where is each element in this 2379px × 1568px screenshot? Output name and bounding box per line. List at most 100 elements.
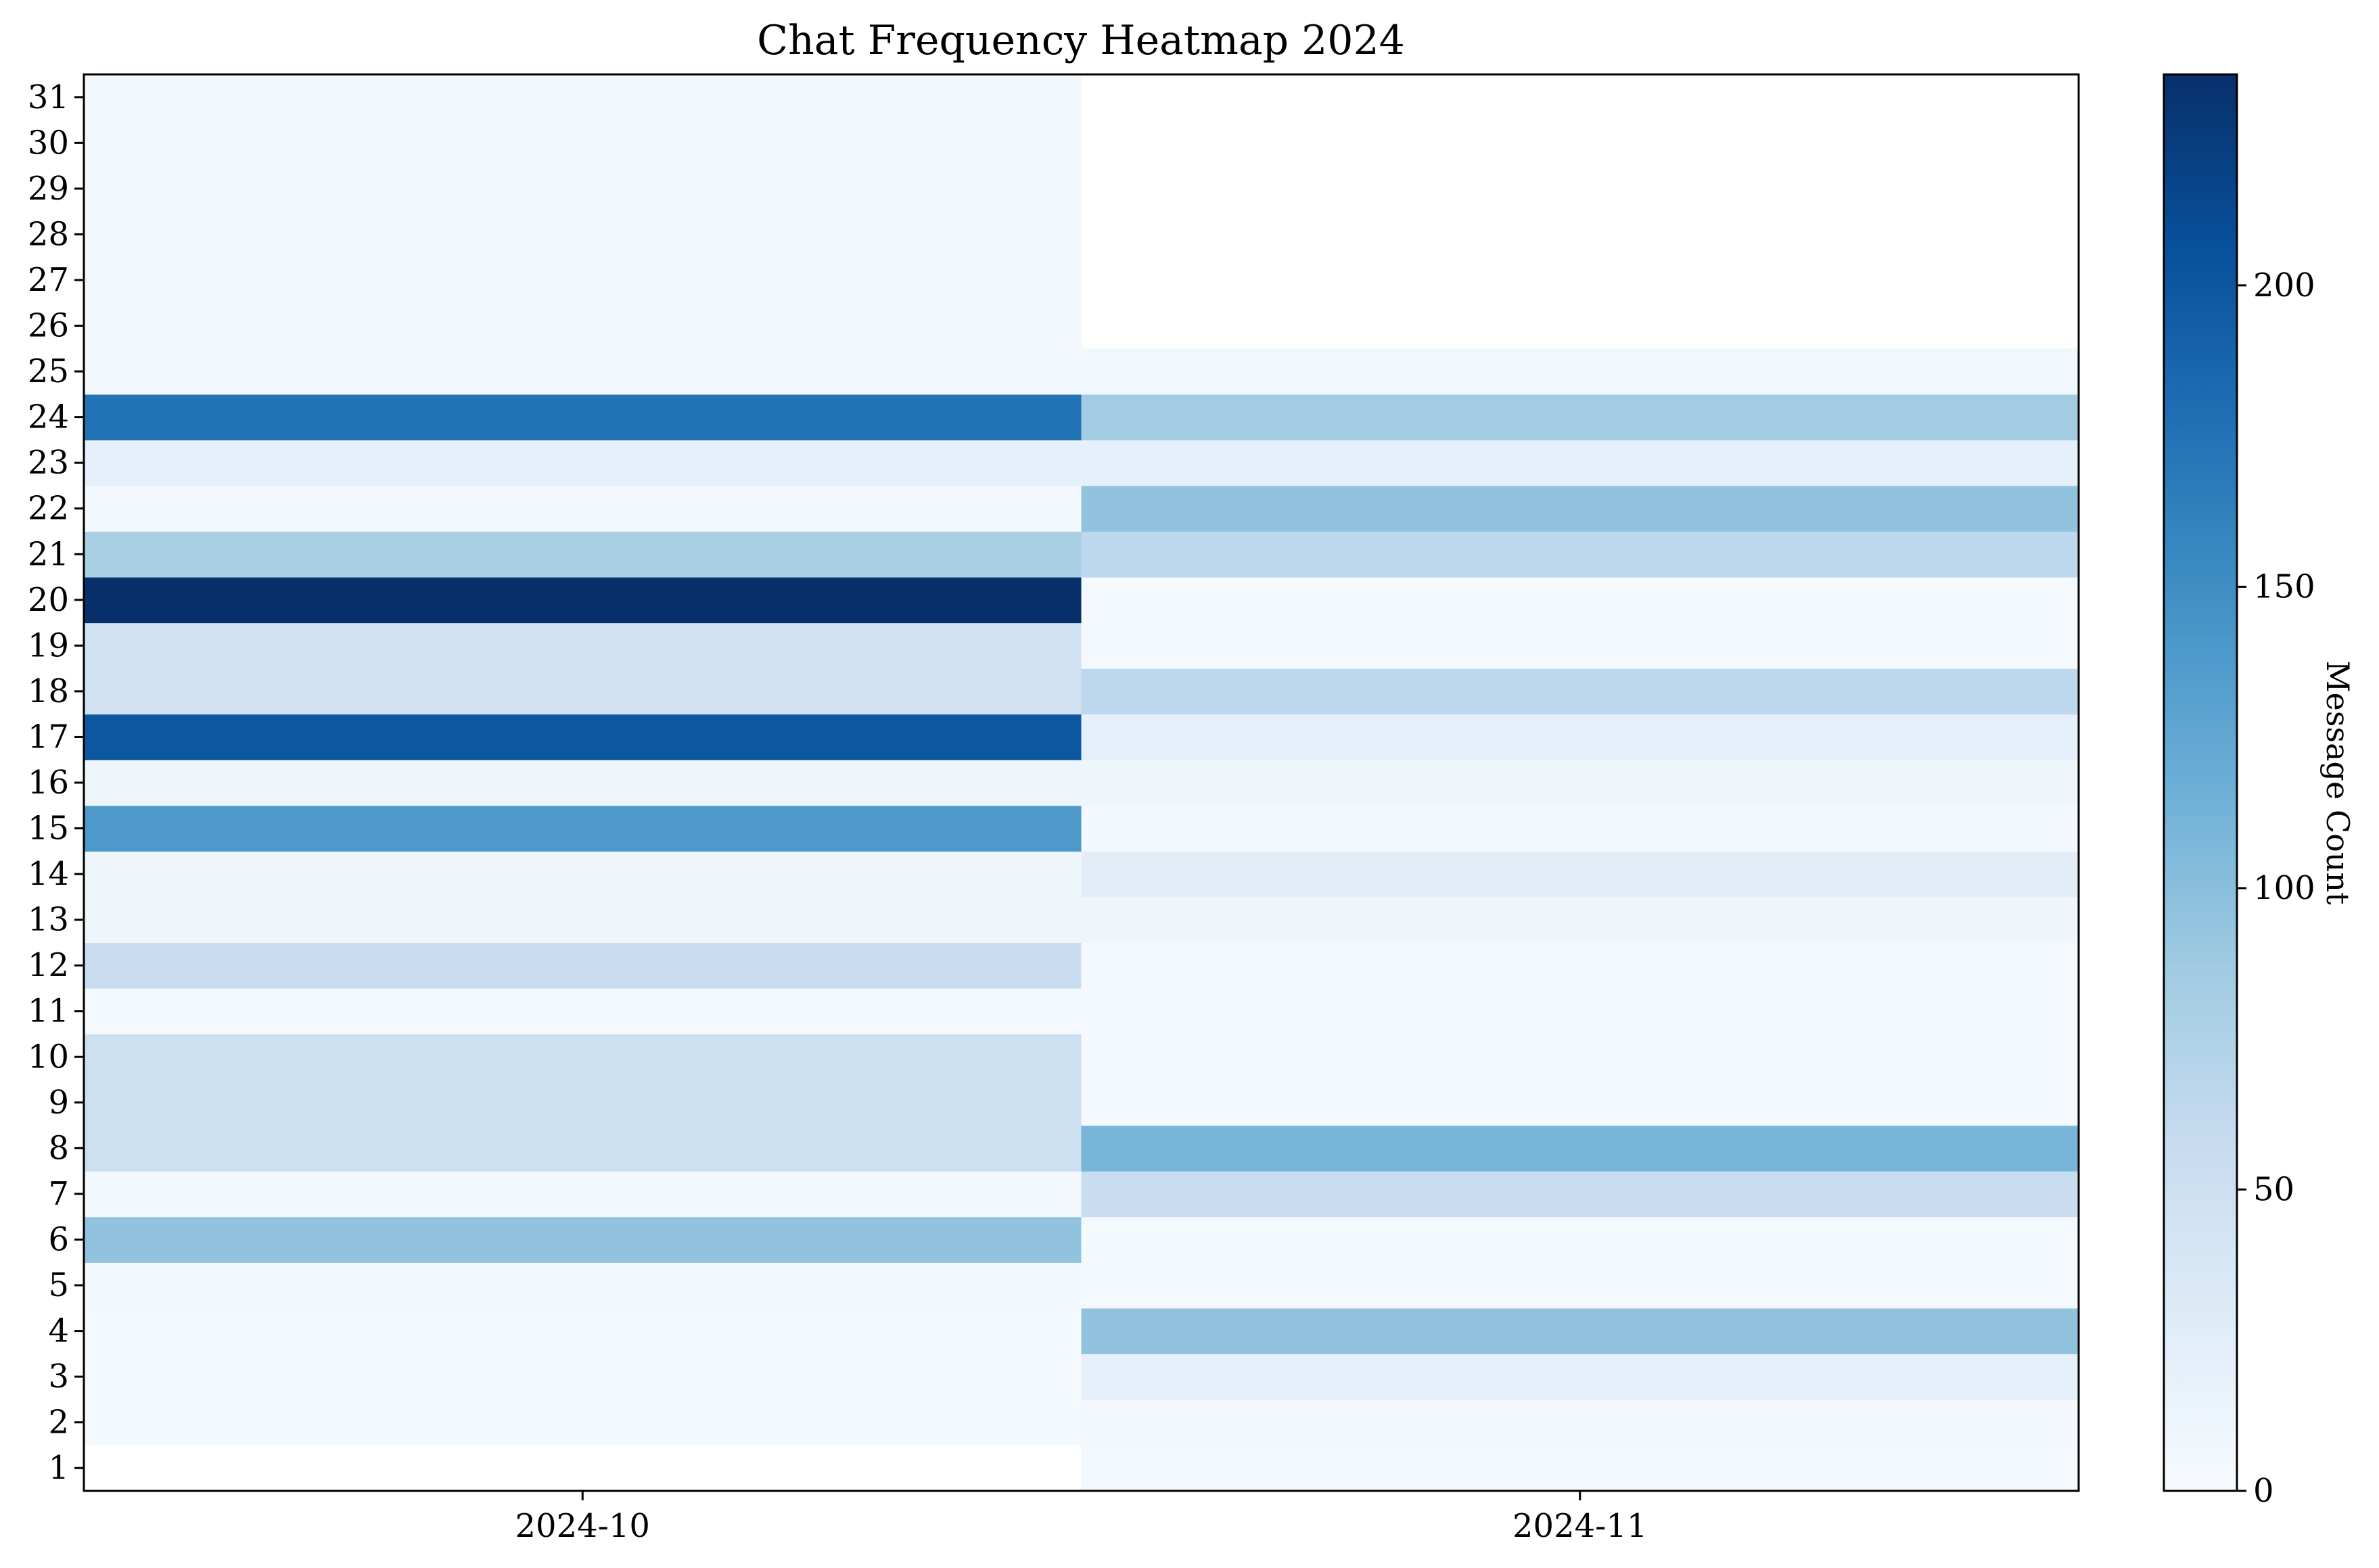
y-tick-label: 26	[28, 307, 69, 345]
y-tick-label: 9	[48, 1084, 69, 1122]
y-tick-label: 18	[28, 672, 69, 710]
heatmap-cell	[1081, 622, 2079, 669]
heatmap-cell	[1081, 1399, 2079, 1446]
y-tick-label: 23	[28, 444, 69, 482]
heatmap-cell	[84, 485, 1082, 532]
y-tick-label: 30	[28, 124, 69, 162]
y-tick-label: 2	[48, 1404, 69, 1442]
y-tick-label: 24	[28, 398, 69, 436]
heatmap-cell	[84, 896, 1082, 944]
heatmap-cell	[84, 1354, 1082, 1400]
heatmap-cell	[84, 668, 1082, 715]
colorbar	[2163, 73, 2238, 1492]
heatmap-cell	[84, 851, 1082, 898]
heatmap-cell	[1081, 942, 2079, 989]
y-tick-label: 31	[28, 78, 69, 116]
heatmap-cell	[84, 1125, 1082, 1172]
heatmap-cell	[84, 1171, 1082, 1218]
heatmap-cell	[1081, 668, 2079, 715]
heatmap-cell	[1081, 485, 2079, 532]
y-tick-label: 7	[48, 1175, 69, 1213]
heatmap-cell	[1081, 1171, 2079, 1218]
x-tick-label: 2024-10	[515, 1507, 650, 1545]
heatmap-cell	[1081, 1125, 2079, 1172]
heatmap-cell	[84, 302, 1082, 349]
y-tick-label: 21	[28, 535, 69, 573]
heatmap-cell	[1081, 988, 2079, 1035]
colorbar-label: Message Count	[2319, 661, 2356, 905]
chart-title: Chat Frequency Heatmap 2024	[757, 17, 1405, 64]
heatmap-cell	[84, 1308, 1082, 1354]
x-tick-label: 2024-11	[1512, 1507, 1647, 1545]
heatmap-cell	[1081, 760, 2079, 806]
heatmap-cell	[84, 942, 1082, 989]
y-tick-label: 27	[28, 261, 69, 299]
heatmap-cell	[1081, 1354, 2079, 1400]
heatmap-cell	[1081, 1308, 2079, 1354]
heatmap-cell	[1081, 1216, 2079, 1263]
y-tick-label: 14	[28, 855, 69, 893]
heatmap-cell	[84, 1399, 1082, 1446]
heatmap-cell	[1081, 805, 2079, 852]
x-axis: 2024-10 2024-11	[515, 1491, 1647, 1545]
heatmap-cell	[84, 120, 1082, 166]
heatmap-cell	[84, 348, 1082, 395]
y-tick-label: 22	[28, 490, 69, 528]
y-tick-label: 25	[28, 352, 69, 390]
heatmap-cell	[84, 1216, 1082, 1263]
heatmap-cell	[1081, 440, 2079, 486]
colorbar-tick-label: 100	[2253, 869, 2315, 907]
heatmap-cell	[84, 622, 1082, 669]
colorbar-tick-label: 50	[2253, 1170, 2294, 1208]
y-tick-label: 1	[48, 1449, 69, 1487]
heatmap-cell	[84, 440, 1082, 486]
heatmap-cell	[1081, 577, 2079, 624]
y-tick-label: 29	[28, 170, 69, 208]
heatmap-cell	[1081, 1034, 2079, 1080]
y-tick-label: 28	[28, 215, 69, 253]
heatmap-cell	[84, 1262, 1082, 1309]
y-tick-label: 10	[28, 1038, 69, 1076]
heatmap-cell	[84, 805, 1082, 852]
heatmap-cell	[84, 760, 1082, 806]
heatmap-cell	[84, 714, 1082, 760]
heatmap-cell	[84, 988, 1082, 1035]
y-tick-label: 15	[28, 810, 69, 848]
heatmap-cell	[84, 577, 1082, 624]
colorbar-tick-label: 200	[2253, 267, 2315, 304]
heatmap-cell	[84, 211, 1082, 258]
colorbar-ticks: 0 50 100 150 200	[2237, 267, 2315, 1510]
y-tick-label: 19	[28, 626, 69, 664]
heatmap-cell	[84, 1080, 1082, 1126]
heatmap-cell	[1081, 851, 2079, 898]
y-axis: 1234567891011121314151617181920212223242…	[28, 78, 84, 1487]
heatmap-cell	[1081, 1080, 2079, 1126]
y-tick-label: 17	[28, 718, 69, 756]
y-tick-label: 3	[48, 1358, 69, 1396]
heatmap-cell	[84, 531, 1082, 578]
y-tick-label: 12	[28, 946, 69, 984]
y-tick-label: 13	[28, 901, 69, 939]
heatmap-cell	[1081, 896, 2079, 944]
y-tick-label: 5	[48, 1266, 69, 1304]
heatmap-cell	[1081, 348, 2079, 395]
y-tick-label: 6	[48, 1220, 69, 1258]
colorbar-tick-label: 150	[2253, 568, 2315, 605]
y-tick-label: 4	[48, 1312, 69, 1350]
heatmap-cell	[1081, 531, 2079, 578]
y-tick-label: 8	[48, 1129, 69, 1167]
heatmap-cells	[84, 74, 2079, 1492]
heatmap-cell	[84, 257, 1082, 304]
y-tick-label: 16	[28, 764, 69, 802]
heatmap-cell	[1081, 714, 2079, 760]
heatmap-cell	[1081, 1445, 2079, 1492]
heatmap-cell	[84, 74, 1082, 121]
y-tick-label: 20	[28, 581, 69, 619]
heatmap-cell	[1081, 394, 2079, 440]
y-tick-label: 11	[28, 992, 69, 1030]
colorbar-tick-label: 0	[2253, 1472, 2274, 1510]
heatmap-cell	[1081, 1262, 2079, 1309]
heatmap-cell	[84, 166, 1082, 212]
heatmap-cell	[84, 1034, 1082, 1080]
